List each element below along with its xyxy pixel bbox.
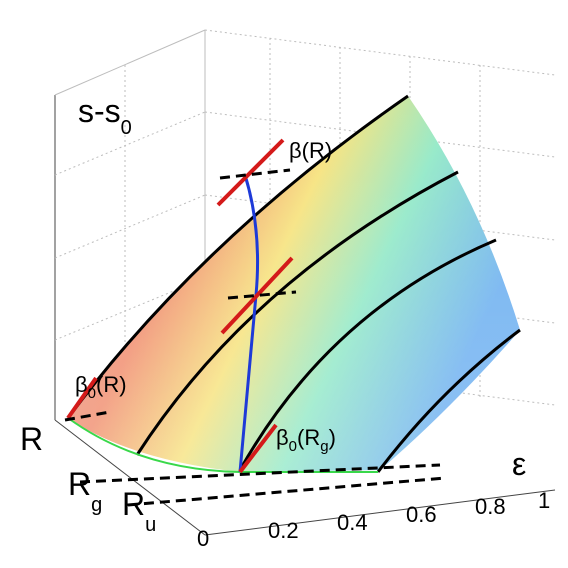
x-tick-1: 0.2 <box>268 518 299 543</box>
y-tick-labels: R Rg Ru <box>20 421 156 536</box>
contours <box>66 94 521 473</box>
dashed-lines <box>64 168 446 507</box>
x-tick-labels: 0 0.2 0.4 0.6 0.8 1 <box>197 488 550 551</box>
contour-curve-1 <box>66 94 409 419</box>
contour-curve-2 <box>135 170 459 456</box>
y-axis-line <box>54 419 206 536</box>
y-tick-R: R <box>20 421 43 457</box>
x-tick-4: 0.8 <box>475 494 506 519</box>
y-tick-Ru: Ru <box>122 486 156 536</box>
x-tick-2: 0.4 <box>337 510 368 535</box>
back-edge-right <box>204 29 556 76</box>
tangent-mid <box>220 256 294 335</box>
annotation-beta0-Rg: β0(Rg) <box>276 425 336 455</box>
tangents <box>66 138 294 474</box>
dashed-Rg <box>79 463 441 484</box>
dashed-Ru <box>127 476 446 507</box>
back-edge-top <box>54 29 206 96</box>
x-tick-0: 0 <box>197 526 209 551</box>
dashed-beta-R <box>219 168 291 180</box>
annotation-beta-R: β(R) <box>289 138 332 163</box>
x-axis-label: ε <box>512 446 526 482</box>
y-tick-Rg: Rg <box>68 466 102 516</box>
tangent-beta-R <box>216 138 285 207</box>
tangent-beta0-Rg <box>238 423 278 474</box>
bottom-edge-curve <box>67 417 378 473</box>
dashed-R <box>64 410 111 422</box>
x-tick-3: 0.6 <box>406 502 437 527</box>
contour-curve-3 <box>238 238 497 471</box>
annotation-beta0-R: β0(R) <box>75 372 127 402</box>
contour-curve-4 <box>376 328 521 473</box>
x-tick-5: 1 <box>538 488 550 513</box>
surface-shade <box>68 96 520 472</box>
tangent-beta0-R <box>66 376 98 420</box>
z-axis-label: s-s0 <box>78 93 132 139</box>
x-axis-line <box>204 489 556 536</box>
dashed-mid <box>227 290 297 300</box>
